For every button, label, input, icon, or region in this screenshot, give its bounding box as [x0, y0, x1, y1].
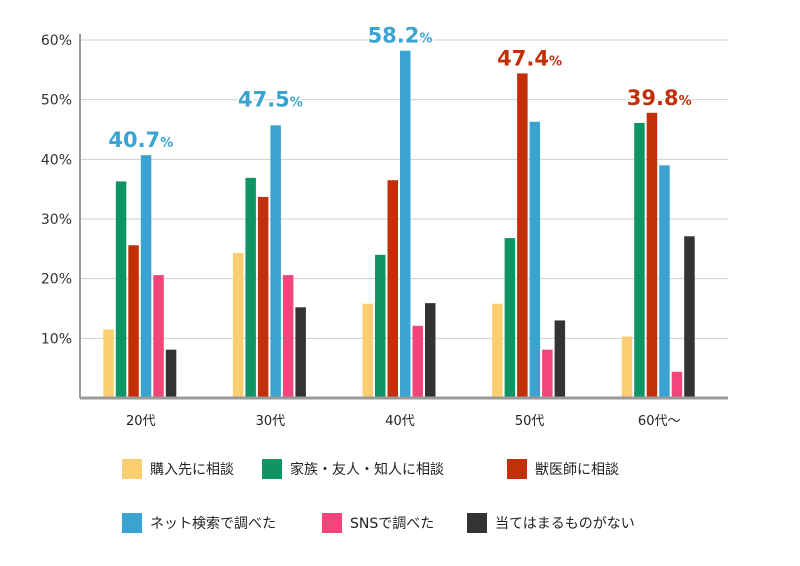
legend-item: 購入先に相談 [122, 458, 262, 480]
legend-label: 購入先に相談 [150, 462, 234, 478]
value-callout: 39.8% [627, 86, 692, 110]
x-tick-label: 60代～ [638, 414, 681, 429]
bar [165, 349, 177, 398]
y-tick-label: 60% [41, 33, 72, 49]
bar [387, 180, 398, 398]
bar [140, 155, 152, 398]
legend: 購入先に相談 家族・友人・知人に相談 獣医師に相談 ネット検索で調べた SNSで… [122, 458, 722, 566]
value-callout: 40.7% [108, 128, 173, 152]
bar [400, 50, 411, 399]
bar [115, 181, 127, 398]
legend-label: 家族・友人・知人に相談 [290, 462, 444, 478]
x-tick-label: 30代 [256, 414, 286, 429]
bar [684, 236, 695, 398]
bar [232, 253, 244, 398]
y-tick-label: 40% [41, 152, 72, 168]
bar-chart: 10% 20% 30% 40% 50% 60% 20代 30代 40代 50代 60代～ 40.7… [41, 22, 728, 429]
x-axis-tick-labels: 20代 30代 40代 50代 60代～ [126, 414, 680, 429]
y-tick-label: 10% [41, 331, 72, 347]
bar [282, 275, 294, 398]
bar [270, 125, 281, 398]
legend-swatch [122, 513, 142, 533]
legend-swatch [467, 513, 487, 533]
value-callout: 47.4% [497, 46, 562, 70]
bar [128, 245, 139, 398]
value-callouts: 40.7% 47.5% 58.2% 47.4% 39.8% [107, 22, 693, 153]
y-axis-tick-labels: 10% 20% 30% 40% 50% 60% [41, 33, 72, 347]
bar [257, 196, 269, 398]
bar [504, 238, 516, 398]
bar [646, 112, 658, 398]
legend-item: 当てはまるものがない [467, 512, 635, 534]
bar [659, 165, 670, 398]
bar [492, 303, 503, 398]
bar [621, 336, 633, 398]
y-tick-label: 30% [41, 212, 72, 228]
bar [542, 349, 553, 398]
bar [554, 320, 566, 398]
bar [103, 329, 114, 398]
bar [375, 254, 386, 398]
bar [517, 73, 528, 398]
legend-item: SNSで調べた [322, 512, 467, 534]
legend-item: 獣医師に相談 [507, 458, 619, 480]
y-tick-label: 50% [41, 93, 72, 109]
bar [153, 275, 164, 398]
legend-label: ネット検索で調べた [150, 516, 276, 532]
legend-swatch [122, 459, 142, 479]
bar [295, 307, 306, 398]
bar [425, 303, 436, 398]
bar [634, 122, 645, 398]
bars [103, 50, 695, 399]
legend-item: ネット検索で調べた [122, 512, 322, 534]
x-tick-label: 20代 [126, 414, 156, 429]
legend-item: 家族・友人・知人に相談 [262, 458, 507, 480]
legend-label: SNSで調べた [350, 516, 435, 532]
value-callout: 58.2% [368, 24, 433, 48]
bar [362, 303, 373, 398]
y-tick-label: 20% [41, 272, 72, 288]
legend-swatch [322, 513, 342, 533]
x-tick-label: 50代 [515, 414, 545, 429]
legend-swatch [507, 459, 527, 479]
legend-label: 獣医師に相談 [535, 462, 619, 478]
x-tick-label: 40代 [385, 414, 415, 429]
bar [245, 177, 256, 398]
legend-row: 購入先に相談 家族・友人・知人に相談 獣医師に相談 [122, 458, 722, 480]
bar [412, 325, 423, 398]
legend-label: 当てはまるものがない [495, 516, 635, 532]
value-callout: 47.5% [238, 88, 303, 112]
bar [529, 121, 541, 398]
legend-row: ネット検索で調べた SNSで調べた 当てはまるものがない [122, 512, 722, 534]
bar [671, 371, 683, 398]
legend-swatch [262, 459, 282, 479]
